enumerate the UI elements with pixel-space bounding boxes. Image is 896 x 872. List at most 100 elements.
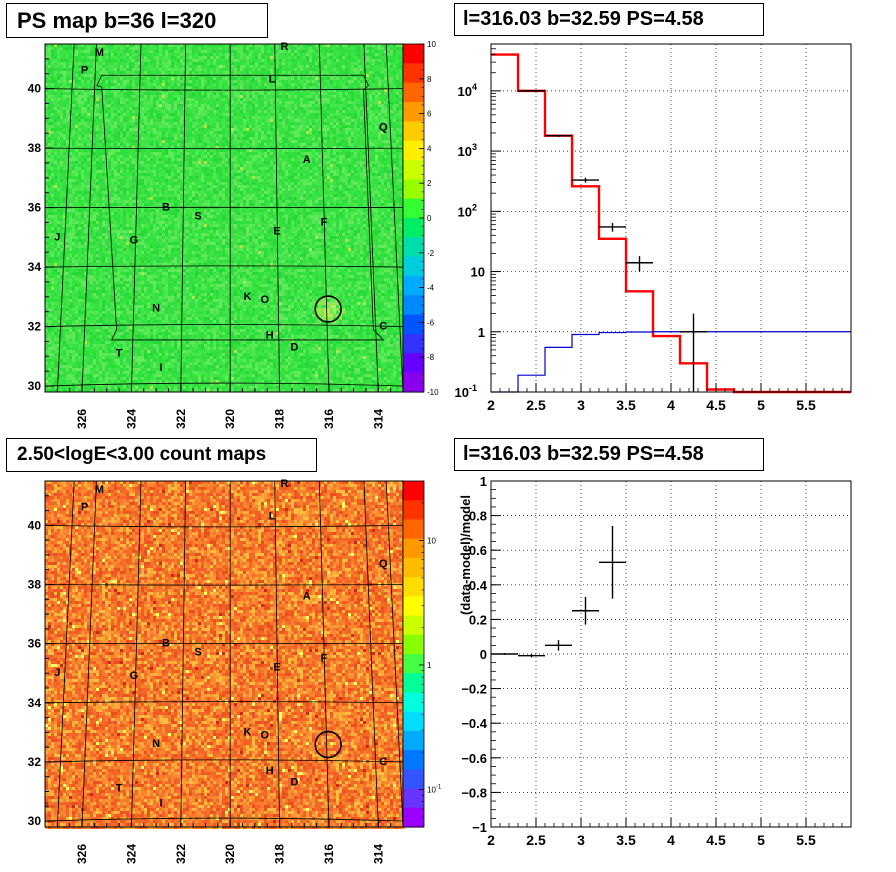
map-cell <box>264 107 267 110</box>
map-cell <box>363 158 366 161</box>
map-cell <box>135 62 138 65</box>
map-cell <box>54 116 57 119</box>
map-cell <box>339 80 342 83</box>
map-cell <box>387 62 390 65</box>
map-cell <box>51 71 54 74</box>
map-cell <box>300 107 303 110</box>
map-cell <box>342 152 345 155</box>
map-cell <box>255 44 258 47</box>
map-cell <box>87 104 90 107</box>
map-cell <box>381 143 384 146</box>
map-cell <box>162 110 165 113</box>
map-cell <box>69 101 72 104</box>
map-cell <box>372 80 375 83</box>
map-cell <box>102 59 105 62</box>
map-cell <box>210 56 213 59</box>
map-cell <box>54 74 57 77</box>
map-cell <box>369 140 372 143</box>
map-cell <box>198 161 201 164</box>
map-cell <box>66 68 69 71</box>
map-cell <box>87 140 90 143</box>
map-cell <box>189 158 192 161</box>
map-cell <box>210 50 213 53</box>
map-cell <box>348 149 351 152</box>
map-cell <box>210 71 213 74</box>
map-cell <box>219 47 222 50</box>
map-cell <box>243 164 246 167</box>
map-cell <box>354 146 357 149</box>
map-cell <box>243 122 246 125</box>
map-cell <box>258 125 261 128</box>
map-cell <box>324 50 327 53</box>
map-cell <box>342 71 345 74</box>
map-cell <box>210 80 213 83</box>
map-cell <box>189 137 192 140</box>
map-cell <box>204 152 207 155</box>
map-cell <box>186 92 189 95</box>
map-cell <box>180 53 183 56</box>
map-cell <box>186 47 189 50</box>
map-cell <box>213 167 216 170</box>
map-cell <box>120 107 123 110</box>
map-cell <box>216 152 219 155</box>
map-cell <box>360 65 363 68</box>
map-cell <box>192 68 195 71</box>
map-cell <box>264 158 267 161</box>
map-cell <box>372 164 375 167</box>
map-cell <box>183 158 186 161</box>
map-cell <box>270 80 273 83</box>
map-cell <box>246 158 249 161</box>
map-cell <box>228 98 231 101</box>
map-cell <box>252 101 255 104</box>
map-cell <box>138 119 141 122</box>
map-cell <box>117 98 120 101</box>
map-cell <box>78 86 81 89</box>
map-cell <box>336 128 339 131</box>
map-cell <box>141 110 144 113</box>
map-cell <box>201 167 204 170</box>
map-cell <box>357 137 360 140</box>
map-cell <box>387 74 390 77</box>
map-cell <box>225 59 228 62</box>
map-cell <box>213 83 216 86</box>
map-cell <box>279 89 282 92</box>
map-cell <box>291 149 294 152</box>
map-cell <box>231 50 234 53</box>
map-cell <box>207 47 210 50</box>
map-cell <box>219 101 222 104</box>
map-cell <box>267 101 270 104</box>
map-cell <box>66 47 69 50</box>
map-cell <box>273 161 276 164</box>
map-cell <box>351 98 354 101</box>
map-cell <box>285 125 288 128</box>
map-cell <box>288 131 291 134</box>
map-cell <box>333 53 336 56</box>
map-cell <box>198 146 201 149</box>
map-cell <box>249 146 252 149</box>
map-cell <box>267 143 270 146</box>
map-cell <box>384 47 387 50</box>
map-cell <box>252 107 255 110</box>
map-cell <box>330 128 333 131</box>
map-cell <box>327 107 330 110</box>
map-cell <box>210 62 213 65</box>
map-cell <box>51 59 54 62</box>
map-cell <box>105 101 108 104</box>
map-cell <box>132 95 135 98</box>
map-cell <box>255 101 258 104</box>
map-cell <box>300 86 303 89</box>
map-cell <box>153 119 156 122</box>
map-cell <box>45 53 48 56</box>
map-cell <box>327 161 330 164</box>
map-cell <box>342 89 345 92</box>
map-cell <box>219 80 222 83</box>
map-cell <box>231 137 234 140</box>
map-cell <box>150 158 153 161</box>
map-cell <box>168 65 171 68</box>
map-cell <box>108 119 111 122</box>
map-cell <box>57 164 60 167</box>
map-cell <box>393 77 396 80</box>
map-cell <box>132 44 135 47</box>
map-cell <box>183 86 186 89</box>
map-cell <box>330 89 333 92</box>
